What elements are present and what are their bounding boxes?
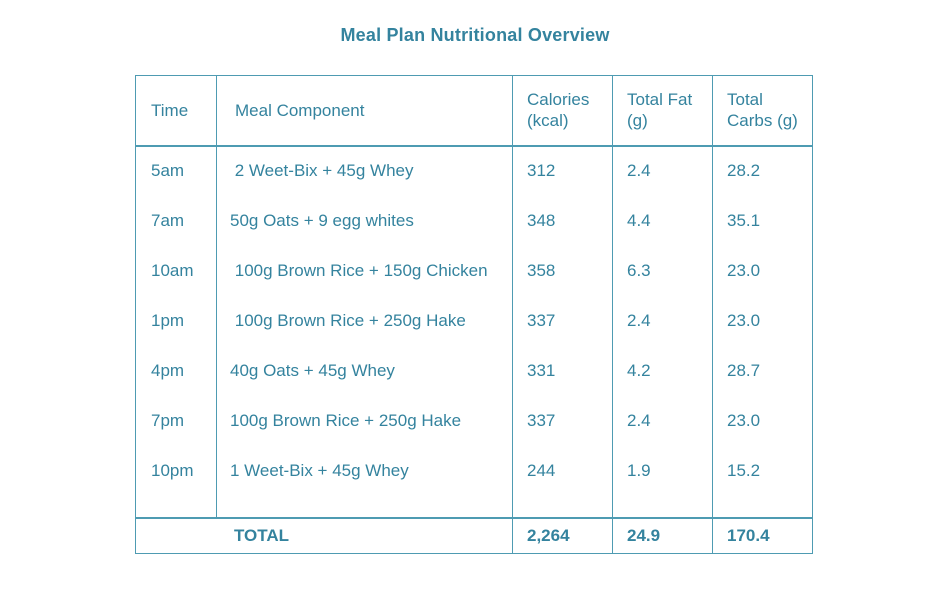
spacer-cell [216,495,513,518]
table-row: 1pm 100g Brown Rice + 250g Hake 337 2.4 … [135,295,813,346]
spacer-cell [135,495,217,518]
total-calories-cell: 2,264 [512,516,613,554]
column-header-total-fat: Total Fat (g) [612,75,713,147]
carbs-cell: 28.7 [712,345,813,396]
time-cell: 7pm [135,395,217,446]
calories-cell: 244 [512,445,613,496]
meal-plan-table: Time Meal Component Calories (kcal) Tota… [135,75,813,554]
column-header-time: Time [135,75,217,147]
time-cell: 10am [135,245,217,296]
fat-cell: 6.3 [612,245,713,296]
meal-cell: 100g Brown Rice + 250g Hake [216,395,513,446]
spacer-cell [612,495,713,518]
total-label-cell: TOTAL [135,516,513,554]
total-carbs-cell: 170.4 [712,516,813,554]
table-header: Time Meal Component Calories (kcal) Tota… [135,75,813,147]
calories-cell: 331 [512,345,613,396]
calories-cell: 348 [512,195,613,246]
table-body: 5am 2 Weet-Bix + 45g Whey 312 2.4 28.2 7… [135,145,813,518]
table-row: 10pm 1 Weet-Bix + 45g Whey 244 1.9 15.2 [135,445,813,496]
calories-cell: 312 [512,145,613,196]
meal-cell: 100g Brown Rice + 150g Chicken [216,245,513,296]
column-header-total-carbs: Total Carbs (g) [712,75,813,147]
calories-cell: 337 [512,295,613,346]
calories-cell: 337 [512,395,613,446]
fat-cell: 2.4 [612,145,713,196]
column-header-calories: Calories (kcal) [512,75,613,147]
table-row: 5am 2 Weet-Bix + 45g Whey 312 2.4 28.2 [135,145,813,196]
time-cell: 10pm [135,445,217,496]
table-spacer-row [135,495,813,518]
carbs-cell: 15.2 [712,445,813,496]
table-total-section: TOTAL 2,264 24.9 170.4 [135,516,813,554]
column-header-meal-component: Meal Component [216,75,513,147]
table-header-row: Time Meal Component Calories (kcal) Tota… [135,75,813,147]
spacer-cell [712,495,813,518]
fat-cell: 2.4 [612,295,713,346]
table-row: 10am 100g Brown Rice + 150g Chicken 358 … [135,245,813,296]
table-total-row: TOTAL 2,264 24.9 170.4 [135,516,813,554]
time-cell: 7am [135,195,217,246]
carbs-cell: 23.0 [712,295,813,346]
fat-cell: 2.4 [612,395,713,446]
meal-cell: 100g Brown Rice + 250g Hake [216,295,513,346]
table-row: 4pm 40g Oats + 45g Whey 331 4.2 28.7 [135,345,813,396]
carbs-cell: 23.0 [712,395,813,446]
meal-cell: 1 Weet-Bix + 45g Whey [216,445,513,496]
table-row: 7am 50g Oats + 9 egg whites 348 4.4 35.1 [135,195,813,246]
meal-cell: 2 Weet-Bix + 45g Whey [216,145,513,196]
time-cell: 5am [135,145,217,196]
time-cell: 4pm [135,345,217,396]
meal-cell: 50g Oats + 9 egg whites [216,195,513,246]
calories-cell: 358 [512,245,613,296]
table-row: 7pm 100g Brown Rice + 250g Hake 337 2.4 … [135,395,813,446]
fat-cell: 4.2 [612,345,713,396]
fat-cell: 1.9 [612,445,713,496]
time-cell: 1pm [135,295,217,346]
carbs-cell: 35.1 [712,195,813,246]
page-title: Meal Plan Nutritional Overview [340,25,610,45]
fat-cell: 4.4 [612,195,713,246]
spacer-cell [512,495,613,518]
carbs-cell: 23.0 [712,245,813,296]
carbs-cell: 28.2 [712,145,813,196]
meal-cell: 40g Oats + 45g Whey [216,345,513,396]
total-fat-cell: 24.9 [612,516,713,554]
